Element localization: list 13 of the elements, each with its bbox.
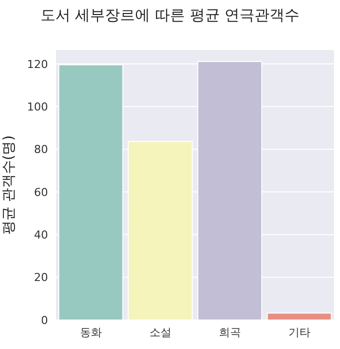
y-tick-label: 80	[34, 143, 48, 156]
y-axis-title: 평균 관객수(명)	[0, 135, 17, 235]
y-tick-label: 40	[34, 228, 48, 242]
y-tick-label: 120	[27, 58, 48, 71]
x-tick-label: 기타	[288, 326, 310, 339]
y-tick-label: 100	[27, 100, 48, 114]
y-tick-label: 20	[34, 271, 48, 284]
y-tick-label: 0	[41, 314, 48, 327]
x-tick-label: 동화	[80, 326, 102, 339]
x-tick-label: 소설	[149, 326, 172, 339]
chart-title: 도서 세부장르에 따른 평균 연극관객수	[39, 6, 301, 25]
y-tick-label: 60	[34, 186, 48, 199]
x-tick-label: 희곡	[218, 326, 241, 339]
